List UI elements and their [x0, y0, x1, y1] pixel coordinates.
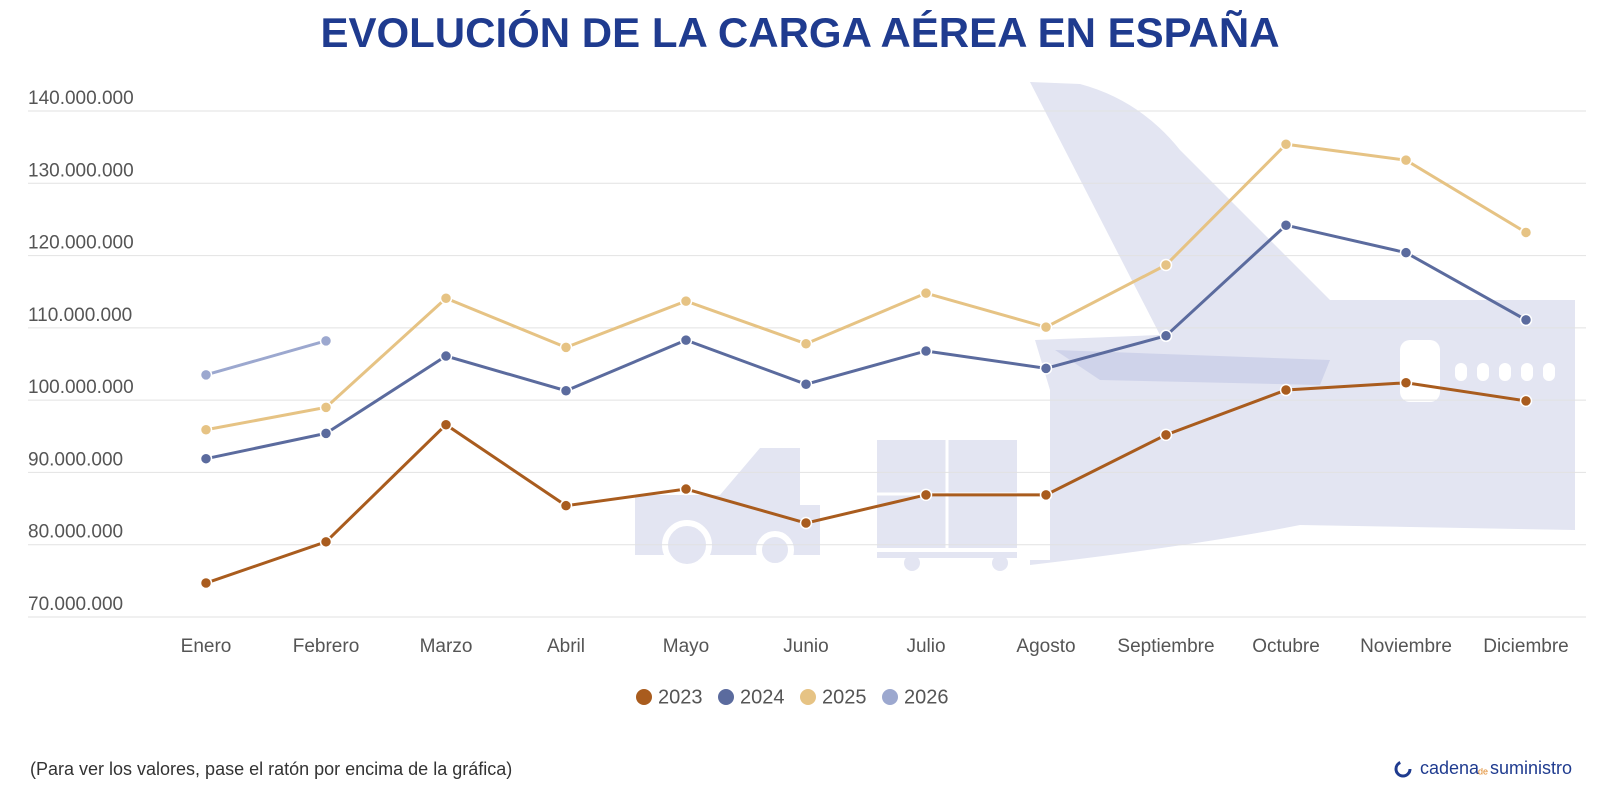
brand-logo: cadena de suministro — [1394, 758, 1572, 778]
brand-icon — [1394, 760, 1412, 778]
data-point — [199, 368, 213, 382]
data-point — [1279, 218, 1293, 232]
series-line — [205, 223, 1527, 461]
x-tick-label: Agosto — [1016, 636, 1075, 657]
data-point — [1039, 488, 1053, 502]
y-tick-label: 130.000.000 — [28, 160, 134, 181]
data-point — [439, 349, 453, 363]
y-tick-label: 140.000.000 — [28, 88, 134, 109]
data-point — [439, 291, 453, 305]
data-point — [1519, 313, 1533, 327]
data-point — [319, 334, 333, 348]
brand-text: suministro — [1490, 758, 1572, 778]
data-point — [1159, 258, 1173, 272]
y-tick-label: 80.000.000 — [28, 522, 123, 543]
data-point — [919, 344, 933, 358]
y-tick-label: 70.000.000 — [28, 594, 123, 615]
data-point — [919, 488, 933, 502]
data-point — [1399, 246, 1413, 259]
data-point — [319, 535, 333, 549]
data-point — [319, 401, 333, 414]
data-point — [199, 423, 213, 437]
legend-label: 2023 — [658, 686, 703, 708]
data-point — [199, 452, 213, 465]
data-point — [439, 418, 453, 431]
brand-text: de — [1478, 766, 1488, 776]
data-point — [1279, 383, 1293, 397]
legend-label: 2024 — [740, 686, 785, 708]
data-point — [799, 337, 813, 351]
x-tick-label: Mayo — [663, 636, 709, 657]
data-point — [559, 499, 573, 512]
data-point — [1159, 428, 1173, 442]
x-tick-label: Diciembre — [1483, 636, 1569, 657]
data-point — [1159, 329, 1173, 343]
legend-label: 2025 — [822, 686, 867, 708]
data-point — [1039, 320, 1053, 334]
data-point — [679, 333, 693, 347]
y-tick-label: 110.000.000 — [28, 305, 132, 326]
data-point — [1399, 153, 1413, 167]
data-point — [1519, 394, 1533, 408]
data-point — [199, 576, 213, 590]
footnote: (Para ver los valores, pase el ratón por… — [30, 759, 512, 779]
x-tick-label: Marzo — [420, 636, 473, 657]
series-line — [205, 142, 1527, 432]
data-point — [559, 341, 573, 354]
x-tick-label: Enero — [181, 636, 232, 657]
y-tick-label: 120.000.000 — [28, 233, 134, 254]
data-point — [319, 427, 333, 440]
data-point — [1279, 138, 1293, 151]
x-tick-label: Febrero — [293, 636, 360, 657]
data-point — [679, 294, 693, 308]
legend-marker — [800, 689, 816, 705]
legend-marker — [882, 689, 898, 705]
data-point — [799, 377, 813, 391]
brand-text: cadena — [1420, 758, 1480, 778]
data-point — [1519, 226, 1533, 239]
series-line — [205, 381, 1527, 585]
x-tick-label: Abril — [547, 636, 585, 657]
data-point — [559, 384, 573, 397]
chart-title: EVOLUCIÓN DE LA CARGA AÉREA EN ESPAÑA — [320, 8, 1279, 56]
data-point — [1039, 362, 1053, 375]
background-illustration — [635, 82, 1575, 571]
y-tick-label: 90.000.000 — [28, 449, 123, 470]
data-point — [919, 286, 933, 300]
data-point — [679, 482, 693, 496]
data-point — [1399, 376, 1413, 390]
legend-label: 2026 — [904, 686, 949, 708]
grid: 70.000.000 80.000.000 90.000.000 100.000.00… — [28, 88, 1586, 618]
data-point — [799, 516, 813, 530]
x-tick-label: Octubre — [1252, 636, 1320, 657]
x-tick-label: Septiembre — [1117, 636, 1214, 657]
legend-marker — [636, 689, 652, 705]
x-tick-label: Junio — [783, 636, 828, 657]
legend-marker — [718, 689, 734, 705]
series-line — [205, 339, 327, 377]
y-tick-label: 100.000.000 — [28, 377, 134, 398]
x-tick-label: Noviembre — [1360, 636, 1452, 657]
x-tick-label: Julio — [906, 636, 945, 657]
